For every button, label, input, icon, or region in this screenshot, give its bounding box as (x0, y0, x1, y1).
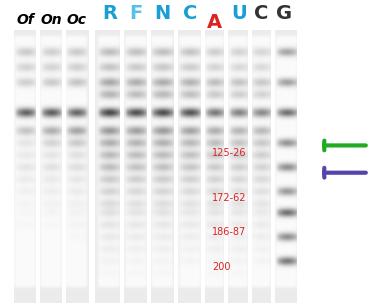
Text: Of: Of (17, 13, 35, 27)
Text: U: U (231, 4, 247, 23)
Text: 200: 200 (212, 261, 231, 272)
Text: Oc: Oc (67, 13, 87, 27)
Text: C: C (254, 4, 269, 23)
Text: 172-62: 172-62 (212, 193, 247, 204)
Text: 125-26: 125-26 (212, 148, 247, 158)
Text: R: R (102, 4, 117, 23)
Text: N: N (155, 4, 171, 23)
Text: 186-87: 186-87 (212, 227, 246, 237)
Text: A: A (207, 13, 222, 32)
Text: G: G (276, 4, 292, 23)
Text: F: F (130, 4, 142, 23)
Text: C: C (183, 4, 197, 23)
Text: On: On (41, 13, 62, 27)
